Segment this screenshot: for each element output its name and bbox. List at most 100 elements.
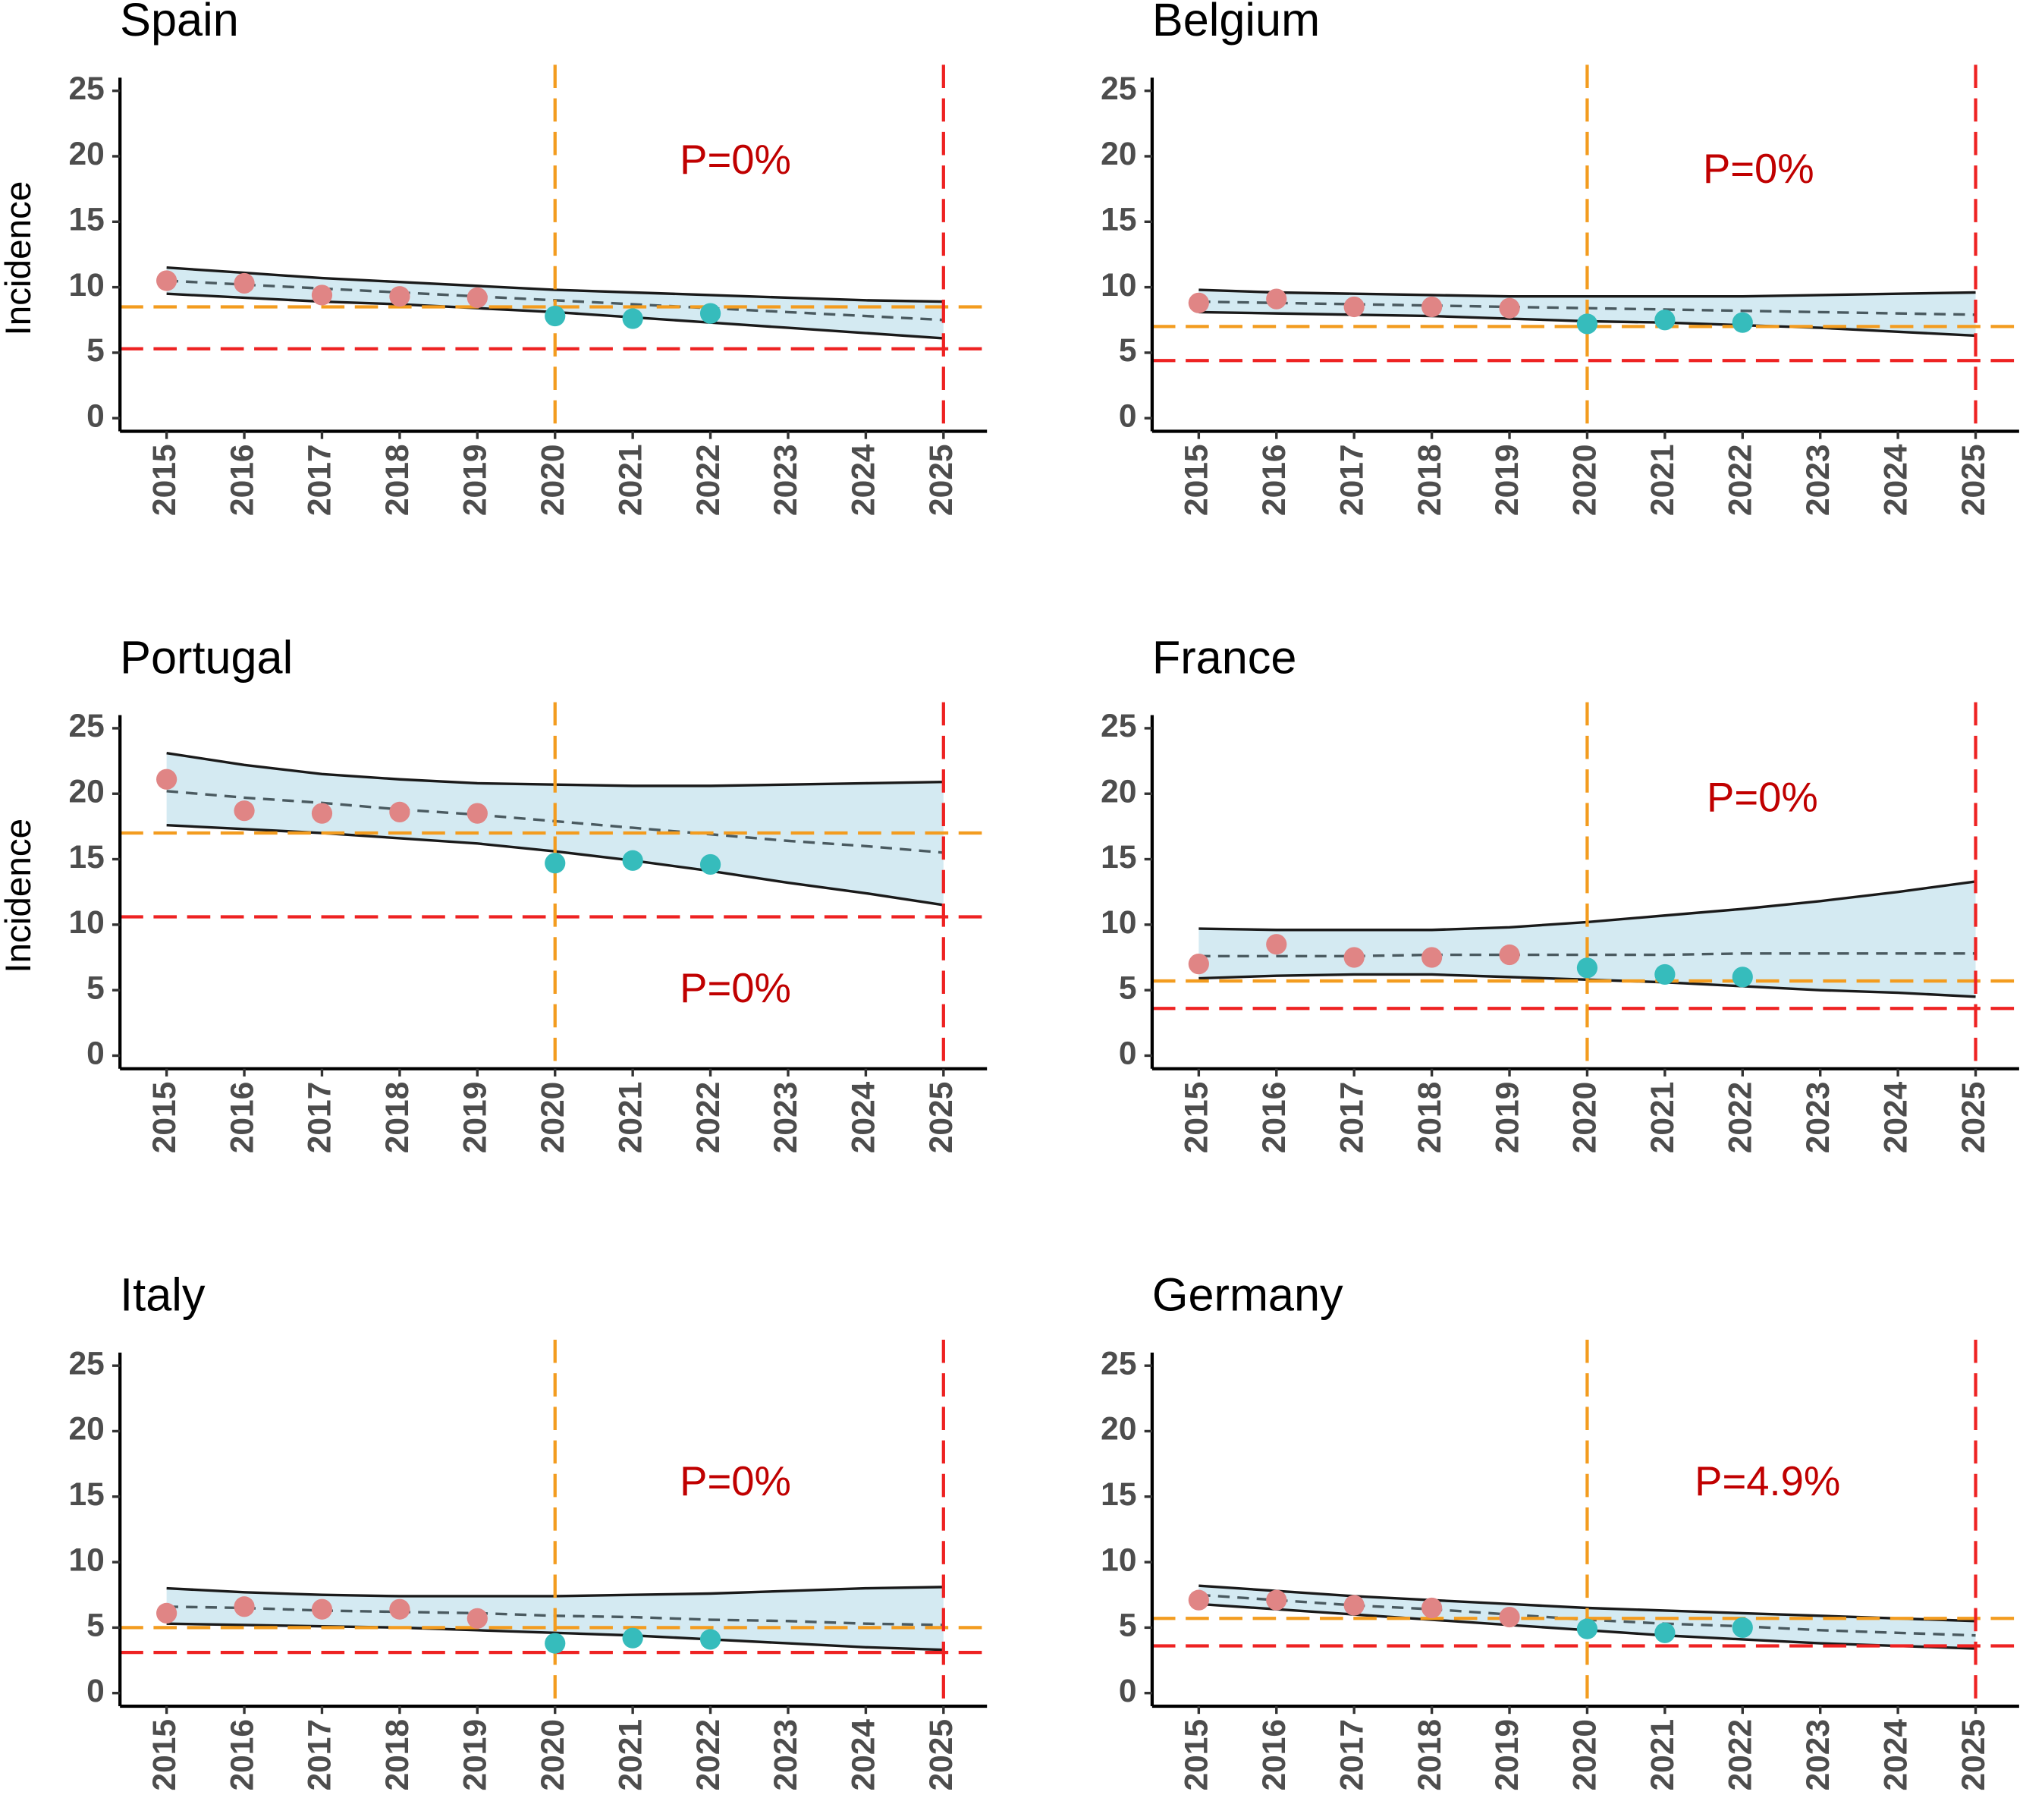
y-tick-label: 25 [1101, 709, 1136, 744]
observed-point [545, 305, 566, 327]
y-tick-label: 15 [1101, 1477, 1136, 1513]
x-tick-label: 2016 [1257, 1719, 1293, 1791]
panel-title: Italy [120, 1269, 206, 1321]
x-tick-label: 2020 [536, 444, 571, 516]
observed-point [1343, 1595, 1365, 1616]
y-tick-label: 25 [1101, 71, 1136, 107]
observed-point [311, 803, 333, 824]
x-tick-label: 2017 [303, 1082, 338, 1154]
x-tick-label: 2015 [147, 1082, 183, 1154]
y-tick-label: 5 [86, 1608, 105, 1644]
y-tick-label: 15 [1101, 840, 1136, 875]
y-tick-label: 25 [68, 709, 104, 744]
x-tick-label: 2016 [1257, 1082, 1293, 1154]
observed-point [389, 801, 410, 823]
y-tick-label: 10 [68, 905, 104, 941]
x-tick-label: 2017 [1334, 1719, 1370, 1791]
observed-point [699, 853, 721, 875]
observed-point [234, 272, 255, 294]
y-tick-label: 10 [1101, 1542, 1136, 1578]
x-tick-label: 2022 [1723, 1719, 1759, 1791]
p-annotation: P=4.9% [1695, 1458, 1840, 1504]
y-tick-label: 10 [68, 268, 104, 303]
observed-point [1732, 1617, 1753, 1638]
x-tick-label: 2024 [1878, 1719, 1914, 1791]
observed-point [622, 308, 643, 329]
observed-point [389, 286, 410, 307]
observed-point [156, 1602, 177, 1624]
x-tick-label: 2017 [303, 1719, 338, 1791]
x-tick-label: 2018 [1412, 444, 1448, 516]
observed-point [156, 769, 177, 790]
x-tick-label: 2019 [1490, 444, 1525, 516]
band-upper [1198, 288, 1976, 298]
panel-title: Portugal [120, 631, 293, 683]
x-tick-label: 2016 [225, 1082, 260, 1154]
x-tick-label: 2023 [768, 1082, 804, 1154]
p-annotation: P=0% [680, 965, 791, 1011]
y-tick-label: 20 [1101, 1412, 1136, 1448]
y-tick-label: 5 [1119, 970, 1137, 1006]
observed-point [234, 1596, 255, 1617]
y-tick-label: 15 [68, 840, 104, 875]
observed-point [1421, 1597, 1443, 1619]
y-tick-label: 5 [1119, 1608, 1137, 1644]
observed-point [1343, 296, 1365, 318]
x-tick-label: 2025 [924, 1082, 960, 1154]
p-annotation: P=0% [680, 137, 791, 183]
x-tick-label: 2025 [1956, 444, 1992, 516]
observed-point [234, 800, 255, 822]
band-lower [166, 1622, 944, 1652]
x-tick-label: 2015 [1180, 1719, 1215, 1791]
x-tick-label: 2021 [613, 1719, 649, 1791]
observed-point [545, 1633, 566, 1654]
x-tick-label: 2022 [1723, 444, 1759, 516]
observed-point [311, 1598, 333, 1620]
prediction-band [166, 753, 944, 905]
observed-point [699, 1629, 721, 1650]
panel-title: Belgium [1152, 0, 1320, 46]
x-tick-label: 2015 [147, 444, 183, 516]
y-axis-label: Incidence [0, 181, 39, 336]
x-tick-label: 2020 [1568, 1082, 1604, 1154]
y-tick-label: 0 [1119, 398, 1137, 434]
x-tick-label: 2016 [1257, 444, 1293, 516]
x-tick-label: 2023 [1801, 1719, 1836, 1791]
observed-point [389, 1598, 410, 1620]
observed-point [1188, 1589, 1209, 1611]
panel-title: Germany [1152, 1269, 1343, 1321]
x-tick-label: 2024 [847, 1719, 882, 1791]
observed-point [545, 853, 566, 874]
observed-point [466, 1608, 488, 1629]
x-tick-label: 2016 [225, 1719, 260, 1791]
observed-point [1576, 957, 1598, 979]
x-tick-label: 2023 [1801, 444, 1836, 516]
y-tick-label: 20 [1101, 774, 1136, 809]
x-tick-label: 2019 [458, 444, 494, 516]
y-tick-label: 20 [68, 1412, 104, 1448]
observed-point [1421, 296, 1443, 318]
band-upper [166, 266, 944, 303]
y-tick-label: 0 [1119, 1036, 1137, 1072]
x-tick-label: 2020 [1568, 444, 1604, 516]
y-tick-label: 10 [68, 1542, 104, 1578]
observed-point [1421, 947, 1443, 968]
x-tick-label: 2022 [1723, 1082, 1759, 1154]
x-tick-label: 2018 [380, 444, 416, 516]
band-upper [1198, 1584, 1976, 1623]
x-tick-label: 2024 [847, 444, 882, 516]
y-tick-label: 20 [1101, 137, 1136, 172]
observed-point [699, 303, 721, 324]
y-tick-label: 5 [86, 333, 105, 369]
x-tick-label: 2019 [458, 1719, 494, 1791]
y-tick-label: 5 [1119, 333, 1137, 369]
x-tick-label: 2019 [1490, 1719, 1525, 1791]
y-tick-label: 25 [68, 71, 104, 107]
p-annotation: P=0% [1703, 146, 1814, 192]
x-tick-label: 2023 [768, 1719, 804, 1791]
x-tick-label: 2018 [1412, 1082, 1448, 1154]
x-tick-label: 2021 [613, 444, 649, 516]
y-tick-label: 10 [1101, 905, 1136, 941]
